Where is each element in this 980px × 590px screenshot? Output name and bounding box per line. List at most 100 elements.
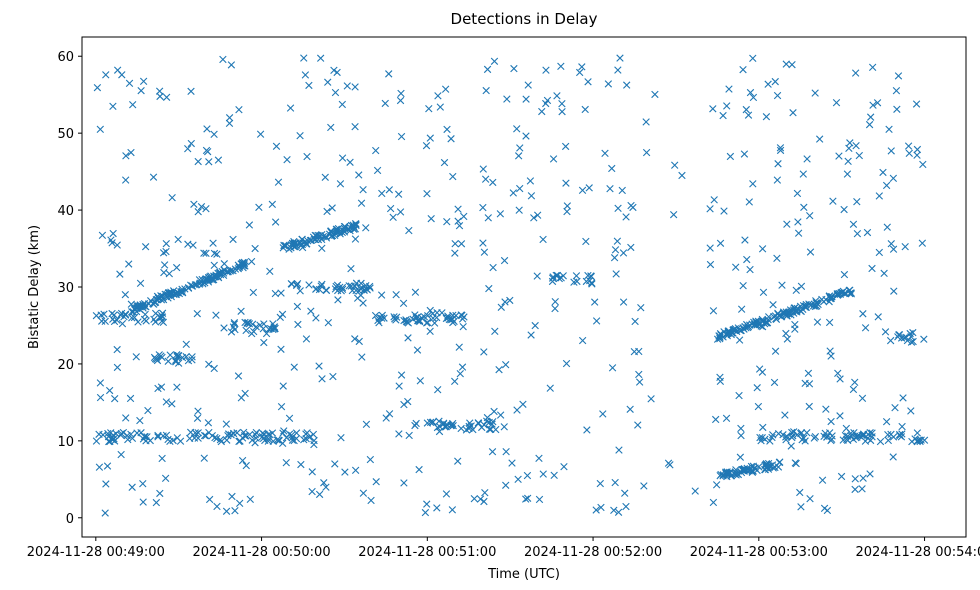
detection-point <box>879 168 887 177</box>
detection-point <box>202 205 210 213</box>
detection-point <box>96 125 104 133</box>
detection-point <box>227 266 235 275</box>
detection-point <box>310 436 318 445</box>
detection-point <box>771 312 780 320</box>
detection-point <box>160 268 168 277</box>
detection-point <box>252 434 260 442</box>
detection-point <box>333 225 342 234</box>
detection-point <box>876 437 885 446</box>
detection-point <box>783 335 792 343</box>
detection-point <box>627 201 635 210</box>
detection-point <box>366 455 375 464</box>
detection-point <box>399 299 408 308</box>
detection-point <box>117 429 126 438</box>
detection-point <box>235 106 243 114</box>
detection-point <box>316 231 324 240</box>
detection-point <box>102 71 110 79</box>
detection-point <box>804 369 813 377</box>
detection-point <box>306 236 315 245</box>
detection-point <box>533 211 542 219</box>
detection-point <box>273 436 281 444</box>
detection-point <box>193 309 201 318</box>
detection-point <box>542 99 550 108</box>
detection-point <box>852 434 860 442</box>
detection-point <box>846 139 854 147</box>
detection-point <box>400 400 408 409</box>
detection-point <box>550 471 558 480</box>
detection-point <box>829 197 837 205</box>
detection-point <box>604 80 613 88</box>
detection-point <box>331 460 339 468</box>
detection-point <box>558 99 566 108</box>
detection-point <box>259 325 267 333</box>
detection-point <box>637 303 645 312</box>
detection-point <box>157 314 165 322</box>
detection-point <box>840 270 849 279</box>
detection-point <box>887 240 895 248</box>
detection-point <box>737 305 746 313</box>
detection-point <box>490 57 499 65</box>
detection-point <box>315 362 323 370</box>
detection-point <box>385 70 393 78</box>
detection-point <box>312 314 320 322</box>
detection-point <box>759 423 767 432</box>
detection-point <box>95 463 104 471</box>
detection-point <box>735 325 744 334</box>
detection-point <box>425 105 433 113</box>
detection-point <box>105 386 114 395</box>
detection-point <box>509 189 518 197</box>
detection-point <box>160 261 169 269</box>
detection-point <box>553 92 561 100</box>
detection-point <box>533 272 541 280</box>
detection-point <box>394 190 403 198</box>
detection-point <box>405 226 413 235</box>
detection-point <box>128 483 136 491</box>
detection-point <box>436 422 444 431</box>
detection-point <box>161 474 170 482</box>
detection-point <box>551 304 559 313</box>
detection-point <box>642 118 650 126</box>
detection-point <box>678 171 686 180</box>
detection-point <box>592 506 600 514</box>
detection-point <box>732 469 740 477</box>
detection-point <box>773 91 782 100</box>
detection-point <box>287 431 296 439</box>
x-axis: 2024-11-28 00:49:00 2024-11-28 00:50:00 20… <box>27 537 980 560</box>
detection-point <box>606 185 614 193</box>
detection-point <box>423 419 432 427</box>
detection-point <box>252 428 261 437</box>
detection-point <box>485 425 494 433</box>
detection-point <box>770 378 779 387</box>
detection-point <box>898 422 906 431</box>
detection-point <box>882 417 891 426</box>
detection-point <box>168 193 176 202</box>
detection-point <box>755 365 764 373</box>
detection-point <box>482 86 490 95</box>
detection-point <box>297 460 305 469</box>
detection-point <box>562 359 571 368</box>
detection-point <box>351 235 360 243</box>
detection-point <box>717 330 725 339</box>
detection-point <box>484 214 492 222</box>
detection-point <box>868 264 876 273</box>
detection-point <box>865 120 874 129</box>
detection-point <box>881 328 890 336</box>
detection-point <box>847 432 855 440</box>
detection-point <box>423 190 431 198</box>
detection-point <box>899 394 907 402</box>
detection-point <box>392 290 400 299</box>
detection-point <box>324 319 333 327</box>
detection-point <box>334 296 342 304</box>
detection-point <box>177 288 185 296</box>
detection-point <box>119 428 128 437</box>
detection-point <box>542 66 550 74</box>
detection-point <box>285 414 294 422</box>
detection-point <box>395 382 403 390</box>
detection-point <box>331 88 340 97</box>
detection-point <box>913 429 922 437</box>
detection-point <box>213 502 221 511</box>
detection-point <box>162 398 171 406</box>
detection-point <box>242 326 250 335</box>
detection-point <box>130 313 139 322</box>
detection-point <box>479 239 487 247</box>
